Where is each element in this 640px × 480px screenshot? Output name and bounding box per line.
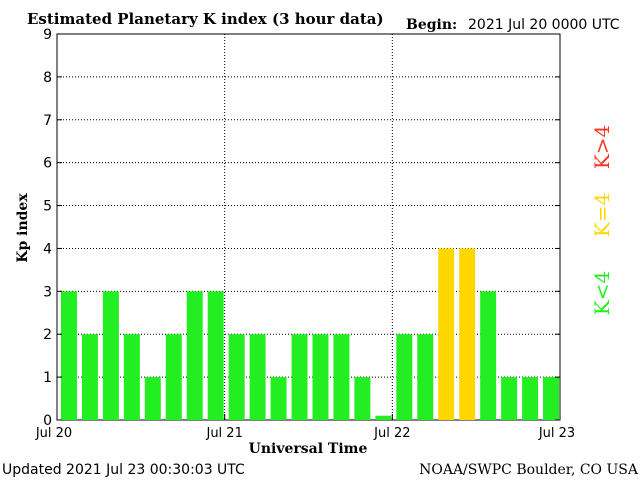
kp-bar — [375, 415, 392, 420]
kp-bar — [165, 334, 182, 420]
kp-bar — [438, 248, 455, 420]
begin-value: 2021 Jul 20 0000 UTC — [468, 17, 620, 33]
kp-bar — [102, 291, 119, 420]
kp-bar — [480, 291, 497, 420]
x-tick-label: Jul 20 — [35, 426, 72, 441]
updated-timestamp: Updated 2021 Jul 23 00:30:03 UTC — [2, 462, 245, 478]
kp-bar — [249, 334, 266, 420]
kp-bar — [354, 377, 371, 420]
legend-k-equals-4: K=4 — [590, 193, 614, 237]
x-axis-ticks: Jul 20 Jul 21 Jul 22 Jul 23 — [35, 414, 575, 441]
kp-bar — [228, 334, 245, 420]
kp-bar — [61, 291, 77, 420]
y-tick-label: 6 — [43, 156, 52, 172]
x-tick-label: Jul 21 — [205, 426, 242, 441]
kp-bar — [459, 248, 476, 420]
begin-label: Begin: — [406, 17, 457, 33]
y-axis-ticks: 0 1 2 3 4 5 6 7 8 9 — [43, 27, 560, 429]
y-tick-label: 9 — [43, 27, 52, 43]
kp-bar — [522, 377, 539, 420]
y-tick-label: 7 — [43, 113, 52, 129]
x-tick-label: Jul 22 — [373, 426, 410, 441]
kp-bar — [81, 334, 98, 420]
kp-bar — [396, 334, 413, 420]
kp-bar — [291, 334, 308, 420]
y-tick-label: 3 — [43, 284, 52, 300]
grid-lines — [57, 34, 560, 420]
y-tick-label: 8 — [43, 70, 52, 86]
kp-bar — [144, 377, 161, 420]
kp-bar — [501, 377, 518, 420]
kp-bar — [270, 377, 287, 420]
chart-title: Estimated Planetary K index (3 hour data… — [27, 10, 384, 28]
y-tick-label: 0 — [43, 413, 52, 429]
source-credit: NOAA/SWPC Boulder, CO USA — [419, 462, 639, 478]
y-tick-label: 5 — [43, 199, 52, 215]
x-axis-label: Universal Time — [249, 441, 368, 457]
legend-k-below-4: K<4 — [590, 271, 614, 315]
kp-bar — [123, 334, 140, 420]
y-tick-label: 1 — [43, 370, 52, 386]
kp-bar — [417, 334, 434, 420]
y-tick-label: 2 — [43, 327, 52, 343]
legend-k-above-4: K>4 — [590, 125, 614, 169]
plot-area — [56, 33, 561, 421]
kp-bar — [186, 291, 203, 420]
y-axis-label: Kp index — [15, 193, 31, 263]
kp-bar — [207, 291, 224, 420]
kp-bar — [543, 377, 559, 420]
y-tick-label: 4 — [43, 241, 52, 257]
x-tick-label: Jul 23 — [538, 426, 575, 441]
kp-bar — [333, 334, 350, 420]
bars — [61, 248, 559, 420]
kp-bar — [312, 334, 329, 420]
